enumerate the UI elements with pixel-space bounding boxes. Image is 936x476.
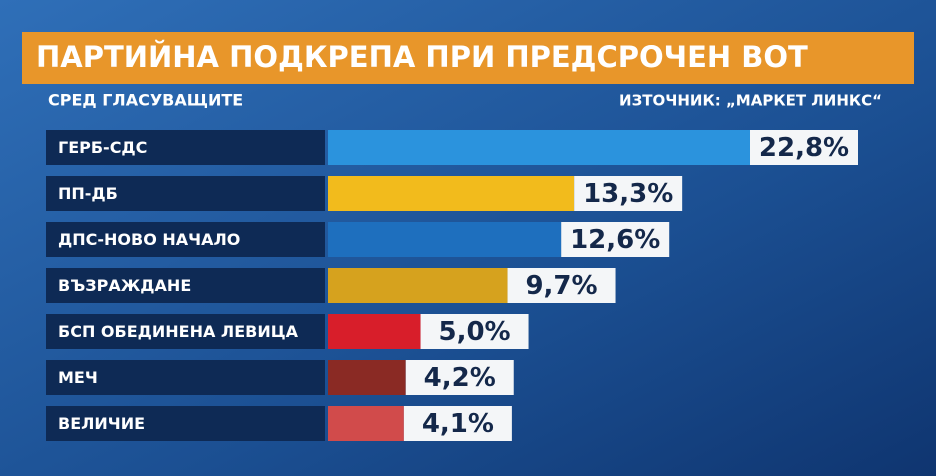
bar [328,176,575,211]
bar [328,268,508,303]
bar [328,314,421,349]
value-label-box [405,360,514,395]
category-label: ГЕРБ-СДС [58,138,147,157]
category-label: ПП-ДБ [58,184,118,203]
category-box [46,406,325,441]
category-box [46,314,325,349]
category-box [46,130,325,165]
bar [328,406,404,441]
category-label: ВЕЛИЧИЕ [58,414,145,433]
bar [328,360,406,395]
category-box [46,268,325,303]
value-label: 4,2% [424,363,496,393]
value-label-box [574,176,683,211]
category-box [46,176,325,211]
subtitle: СРЕД ГЛАСУВАЩИТЕ [48,91,243,110]
source: ИЗТОЧНИК: „МАРКЕТ ЛИНКС“ [619,92,882,110]
category-label: ДПС-НОВО НАЧАЛО [58,230,240,249]
category-box [46,360,325,395]
title-bar [22,32,914,84]
category-label: ВЪЗРАЖДАНЕ [58,276,191,295]
value-label: 4,1% [422,409,494,439]
category-label: МЕЧ [58,368,98,387]
bar [328,130,750,165]
value-label: 9,7% [525,271,597,301]
value-label-box [403,406,512,441]
value-label-box [420,314,529,349]
value-label: 12,6% [570,225,660,255]
value-label-box [750,130,858,165]
chart-title: ПАРТИЙНА ПОДКРЕПА ПРИ ПРЕДСРОЧЕН ВОТ [36,40,808,74]
value-label: 22,8% [759,133,849,163]
category-label: БСП ОБЕДИНЕНА ЛЕВИЦА [58,322,299,341]
value-label-box [507,268,616,303]
category-box [46,222,325,257]
bar [328,222,562,257]
value-label: 5,0% [438,317,510,347]
value-label: 13,3% [583,179,673,209]
value-label-box [561,222,670,257]
